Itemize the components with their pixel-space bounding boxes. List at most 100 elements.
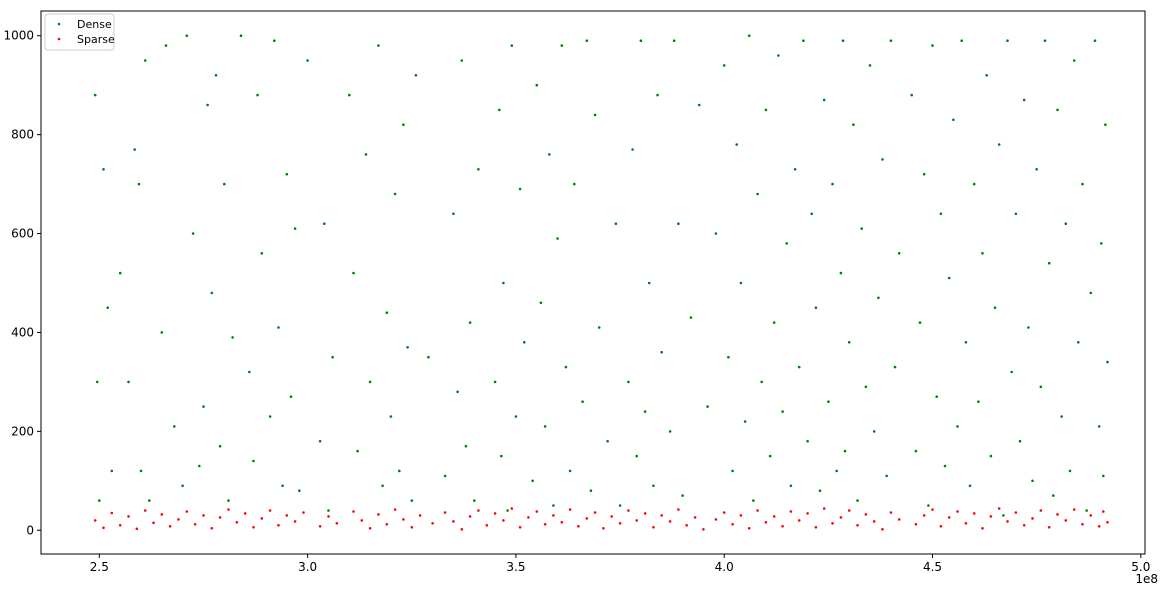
dense-point-41 [306, 59, 309, 62]
dense-point-132 [793, 168, 797, 171]
dense-point-122 [752, 499, 755, 502]
sparse-point-106 [1014, 511, 1018, 514]
dense-point-157 [893, 365, 897, 369]
dense-point-119 [739, 281, 743, 285]
dense-point-69 [477, 168, 480, 171]
dense-point-123 [756, 192, 759, 196]
dense-point-85 [556, 237, 559, 240]
sparse-point-84 [822, 507, 826, 510]
dense-point-206 [1102, 474, 1105, 478]
sparse-point-55 [577, 525, 580, 528]
sparse-point-112 [1064, 519, 1068, 522]
dense-point-118 [735, 143, 738, 146]
dense-point-121 [747, 34, 751, 37]
sparse-point-114 [1081, 523, 1084, 526]
dense-point-193 [1052, 494, 1055, 497]
sparse-point-44 [485, 524, 489, 527]
sparse-point-8 [160, 513, 164, 516]
dense-point-46 [348, 93, 351, 97]
dense-point-185 [1018, 439, 1022, 443]
dense-point-59 [410, 499, 414, 502]
dense-point-19 [198, 464, 201, 468]
dense-point-21 [206, 103, 209, 107]
dense-point-26 [227, 499, 230, 502]
dense-point-40 [298, 489, 301, 493]
dense-point-31 [256, 93, 259, 97]
dense-point-61 [427, 355, 430, 359]
dense-point-160 [914, 449, 918, 453]
sparse-point-117 [1102, 510, 1105, 513]
sparse-point-113 [1072, 508, 1076, 511]
sparse-point-91 [881, 528, 884, 531]
dense-point-8 [133, 148, 136, 151]
sparse-point-30 [360, 519, 364, 522]
sparse-point-16 [227, 508, 230, 511]
sparse-point-107 [1022, 524, 1026, 527]
sparse-point-63 [643, 512, 647, 515]
sparse-point-67 [677, 508, 680, 511]
dense-point-173 [968, 484, 972, 488]
sparse-point-42 [468, 515, 472, 518]
sparse-point-5 [135, 527, 139, 531]
dense-point-32 [260, 252, 264, 255]
x-tick-label-2: 3.5 [506, 560, 525, 574]
dense-point-22 [210, 291, 214, 295]
sparse-point-115 [1089, 514, 1093, 517]
dense-point-1 [95, 380, 99, 384]
dense-point-137 [814, 306, 818, 310]
dense-point-158 [897, 252, 901, 255]
sparse-point-70 [702, 528, 705, 531]
dense-point-15 [173, 425, 176, 428]
sparse-point-6 [143, 509, 147, 512]
sparse-point-69 [693, 516, 697, 519]
sparse-point-86 [839, 516, 843, 519]
y-tick-label-0: 0 [26, 523, 34, 537]
sparse-point-68 [685, 524, 688, 527]
sparse-point-103 [989, 515, 993, 518]
sparse-point-11 [185, 510, 189, 513]
dense-point-166 [939, 212, 943, 216]
sparse-point-34 [393, 508, 397, 511]
dense-point-3 [102, 168, 105, 171]
sparse-point-1 [102, 526, 105, 530]
dense-point-169 [952, 118, 955, 122]
dense-point-86 [560, 44, 564, 47]
sparse-point-94 [914, 523, 918, 526]
dense-point-170 [956, 425, 959, 428]
sparse-point-50 [535, 510, 539, 513]
dense-point-12 [148, 499, 151, 502]
dense-point-124 [760, 380, 763, 384]
dense-point-114 [714, 232, 718, 235]
dense-point-128 [777, 54, 780, 57]
x-tick-label-1: 3.0 [298, 560, 317, 574]
sparse-point-99 [956, 510, 959, 513]
dense-point-145 [843, 449, 847, 453]
dense-point-0 [93, 93, 97, 97]
dense-point-140 [827, 400, 830, 404]
sparse-point-18 [243, 512, 247, 515]
dense-point-33 [268, 415, 272, 418]
dense-point-11 [143, 59, 147, 62]
dense-point-197 [1068, 469, 1072, 473]
dense-point-16 [181, 484, 184, 488]
dense-point-204 [1097, 425, 1101, 428]
dense-point-116 [727, 355, 730, 359]
legend-dense-marker [57, 22, 61, 26]
dense-point-95 [606, 439, 609, 443]
sparse-point-76 [756, 509, 759, 512]
dense-point-78 [523, 341, 526, 344]
dense-point-43 [323, 222, 326, 225]
sparse-point-22 [277, 524, 280, 527]
dense-point-156 [889, 39, 893, 42]
sparse-point-71 [714, 518, 718, 521]
sparse-point-59 [610, 515, 613, 518]
dense-point-2 [98, 499, 101, 502]
dense-point-63 [452, 212, 455, 216]
sparse-point-7 [152, 521, 155, 525]
sparse-point-52 [552, 514, 555, 517]
dense-point-89 [573, 182, 576, 186]
dense-point-186 [1022, 98, 1026, 102]
dense-point-60 [414, 74, 418, 77]
dense-point-154 [881, 158, 884, 161]
